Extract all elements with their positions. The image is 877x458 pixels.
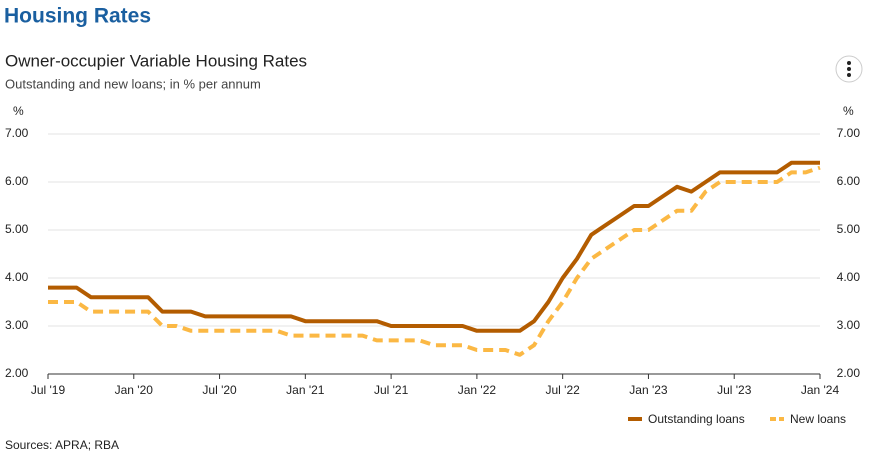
menu-button[interactable] — [835, 55, 863, 83]
y2-tick-label: 6.00 — [837, 174, 861, 188]
chart-title: Owner-occupier Variable Housing Rates — [5, 51, 307, 70]
x-tick-label: Jan '24 — [801, 383, 840, 397]
y2-tick-label: 4.00 — [837, 270, 861, 284]
y2-tick-label: 5.00 — [837, 222, 861, 236]
page-title: Housing Rates — [4, 5, 151, 28]
x-tick-label: Jul '22 — [546, 383, 581, 397]
x-tick-label: Jan '22 — [458, 383, 497, 397]
x-tick-label: Jan '20 — [115, 383, 154, 397]
series-line — [48, 160, 820, 333]
chart-subtitle: Outstanding and new loans; in % per annu… — [5, 76, 261, 91]
legend-label: Outstanding loans — [648, 412, 745, 426]
legend-label: New loans — [790, 412, 846, 426]
x-tick-label: Jul '21 — [374, 383, 409, 397]
y-tick-label: 2.00 — [5, 366, 29, 380]
x-tick-label: Jul '20 — [202, 383, 237, 397]
series-line — [48, 165, 821, 357]
y-unit: % — [13, 104, 24, 118]
source: Sources: APRA; RBA — [5, 438, 119, 452]
y2-tick-label: 3.00 — [837, 318, 861, 332]
x-tick-label: Jan '21 — [286, 383, 325, 397]
y-tick-label: 7.00 — [5, 126, 29, 140]
y2-tick-label: 7.00 — [837, 126, 861, 140]
y2-unit: % — [843, 104, 854, 118]
y-tick-label: 3.00 — [5, 318, 29, 332]
y2-tick-label: 2.00 — [837, 366, 861, 380]
x-tick-label: Jan '23 — [629, 383, 668, 397]
y-tick-label: 5.00 — [5, 222, 29, 236]
y-tick-label: 6.00 — [5, 174, 29, 188]
x-tick-label: Jul '19 — [31, 383, 66, 397]
x-tick-label: Jul '23 — [717, 383, 752, 397]
y-tick-label: 4.00 — [5, 270, 29, 284]
